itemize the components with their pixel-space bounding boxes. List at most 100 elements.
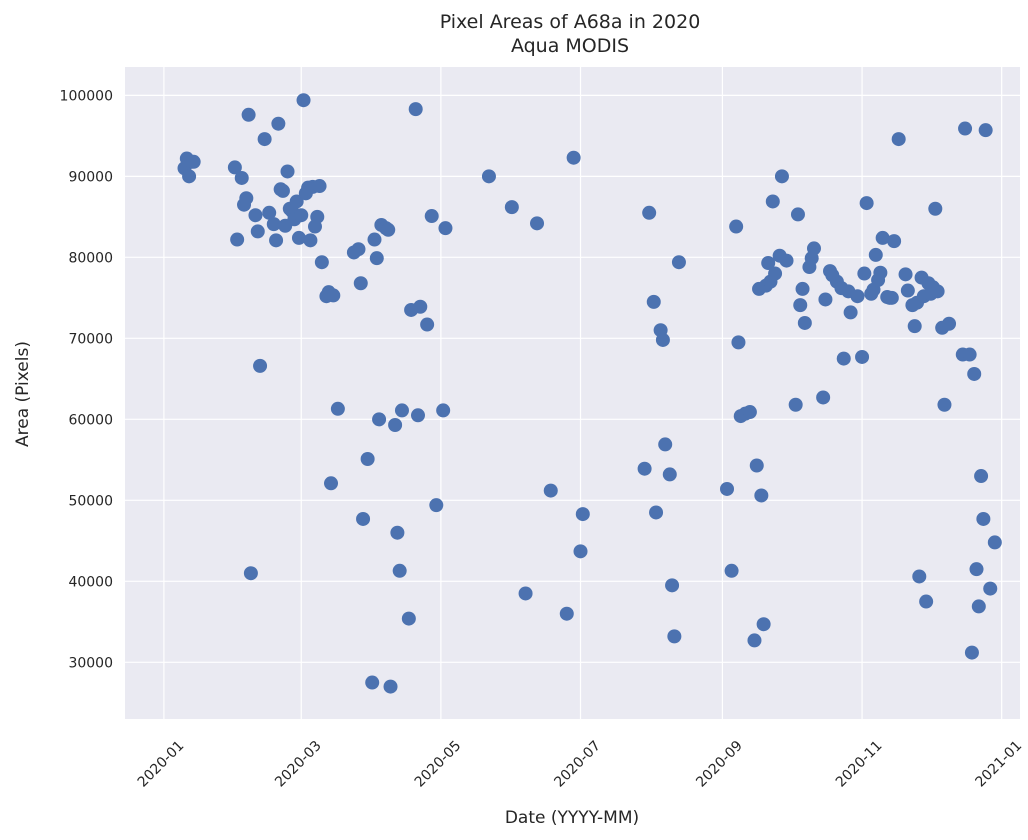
data-point: [401, 611, 416, 626]
data-point: [987, 535, 1002, 550]
x-tick-label: 2020-11: [833, 738, 886, 791]
data-point: [310, 209, 325, 224]
data-point: [779, 253, 794, 268]
data-point: [365, 675, 380, 690]
data-point: [795, 281, 810, 296]
data-point: [900, 283, 915, 298]
data-point: [367, 232, 382, 247]
data-point: [859, 196, 874, 211]
y-tick-label: 70000: [68, 331, 113, 347]
data-point: [303, 233, 318, 248]
data-point: [887, 234, 902, 249]
data-point: [257, 132, 272, 147]
data-point: [868, 247, 883, 262]
data-point: [754, 488, 769, 503]
data-point: [481, 169, 496, 184]
data-point: [857, 266, 872, 281]
data-point: [271, 116, 286, 131]
data-point: [761, 256, 776, 271]
data-point: [369, 251, 384, 266]
y-tick-label: 80000: [68, 250, 113, 266]
data-point: [239, 191, 254, 206]
chart-subtitle: Aqua MODIS: [511, 35, 629, 57]
data-point: [749, 458, 764, 473]
data-point: [388, 417, 403, 432]
y-tick-label: 50000: [68, 493, 113, 509]
data-point: [392, 563, 407, 578]
data-point: [919, 594, 934, 609]
data-point: [518, 586, 533, 601]
y-tick-label: 40000: [68, 574, 113, 590]
data-point: [266, 217, 281, 232]
data-point: [806, 241, 821, 256]
data-point: [967, 366, 982, 381]
data-point: [243, 566, 258, 581]
x-tick-label: 2020-05: [412, 738, 465, 791]
data-point: [637, 461, 652, 476]
data-point: [326, 288, 341, 303]
data-point: [850, 289, 865, 304]
data-point: [253, 358, 268, 373]
x-tick-label: 2020-09: [693, 738, 746, 791]
data-point: [234, 170, 249, 185]
data-point: [543, 483, 558, 498]
data-point: [790, 207, 805, 222]
x-tick-label: 2020-07: [551, 738, 604, 791]
x-axis-ticks: 2020-01 2020-03 2020-05 2020-07 2020-09 2020-…: [135, 738, 1025, 791]
data-point: [296, 93, 311, 108]
data-point: [662, 467, 677, 482]
data-point: [410, 408, 425, 423]
data-point: [262, 205, 277, 220]
data-point: [969, 562, 984, 577]
data-point: [971, 599, 986, 614]
data-point: [742, 405, 757, 420]
data-point: [504, 200, 519, 215]
data-point: [275, 183, 290, 198]
data-point: [330, 401, 345, 416]
data-point: [665, 578, 680, 593]
data-point: [351, 242, 366, 257]
data-point: [912, 569, 927, 584]
data-point: [976, 511, 991, 526]
data-point: [818, 292, 833, 307]
data-point: [747, 633, 762, 648]
data-point: [797, 315, 812, 330]
data-point: [294, 208, 309, 223]
data-point: [530, 216, 545, 231]
data-point: [875, 230, 890, 245]
y-tick-label: 60000: [68, 412, 113, 428]
data-point: [793, 298, 808, 313]
data-point: [230, 232, 245, 247]
data-point: [438, 221, 453, 236]
data-points: [177, 93, 1002, 694]
data-point: [724, 563, 739, 578]
data-point: [372, 412, 387, 427]
data-point: [381, 222, 396, 237]
data-point: [884, 290, 899, 305]
data-point: [768, 266, 783, 281]
data-point: [720, 481, 735, 496]
y-axis-ticks: 30000 40000 50000 60000 70000 80000 90000 10000…: [60, 88, 113, 671]
data-point: [390, 525, 405, 540]
y-tick-label: 30000: [68, 655, 113, 671]
data-point: [353, 276, 368, 291]
data-point: [566, 150, 581, 165]
data-point: [907, 319, 922, 334]
data-point: [413, 299, 428, 314]
data-point: [559, 606, 574, 621]
data-point: [765, 194, 780, 209]
data-point: [182, 169, 197, 184]
data-point: [383, 679, 398, 694]
data-point: [774, 169, 789, 184]
y-tick-label: 100000: [60, 88, 113, 104]
data-point: [289, 194, 304, 209]
data-point: [788, 397, 803, 412]
data-point: [291, 230, 306, 245]
data-point: [575, 507, 590, 522]
data-point: [420, 317, 435, 332]
data-point: [227, 160, 242, 175]
x-axis-label: Date (YYYY-MM): [505, 808, 639, 828]
data-point: [655, 332, 670, 347]
data-point: [186, 154, 201, 169]
data-point: [731, 335, 746, 350]
